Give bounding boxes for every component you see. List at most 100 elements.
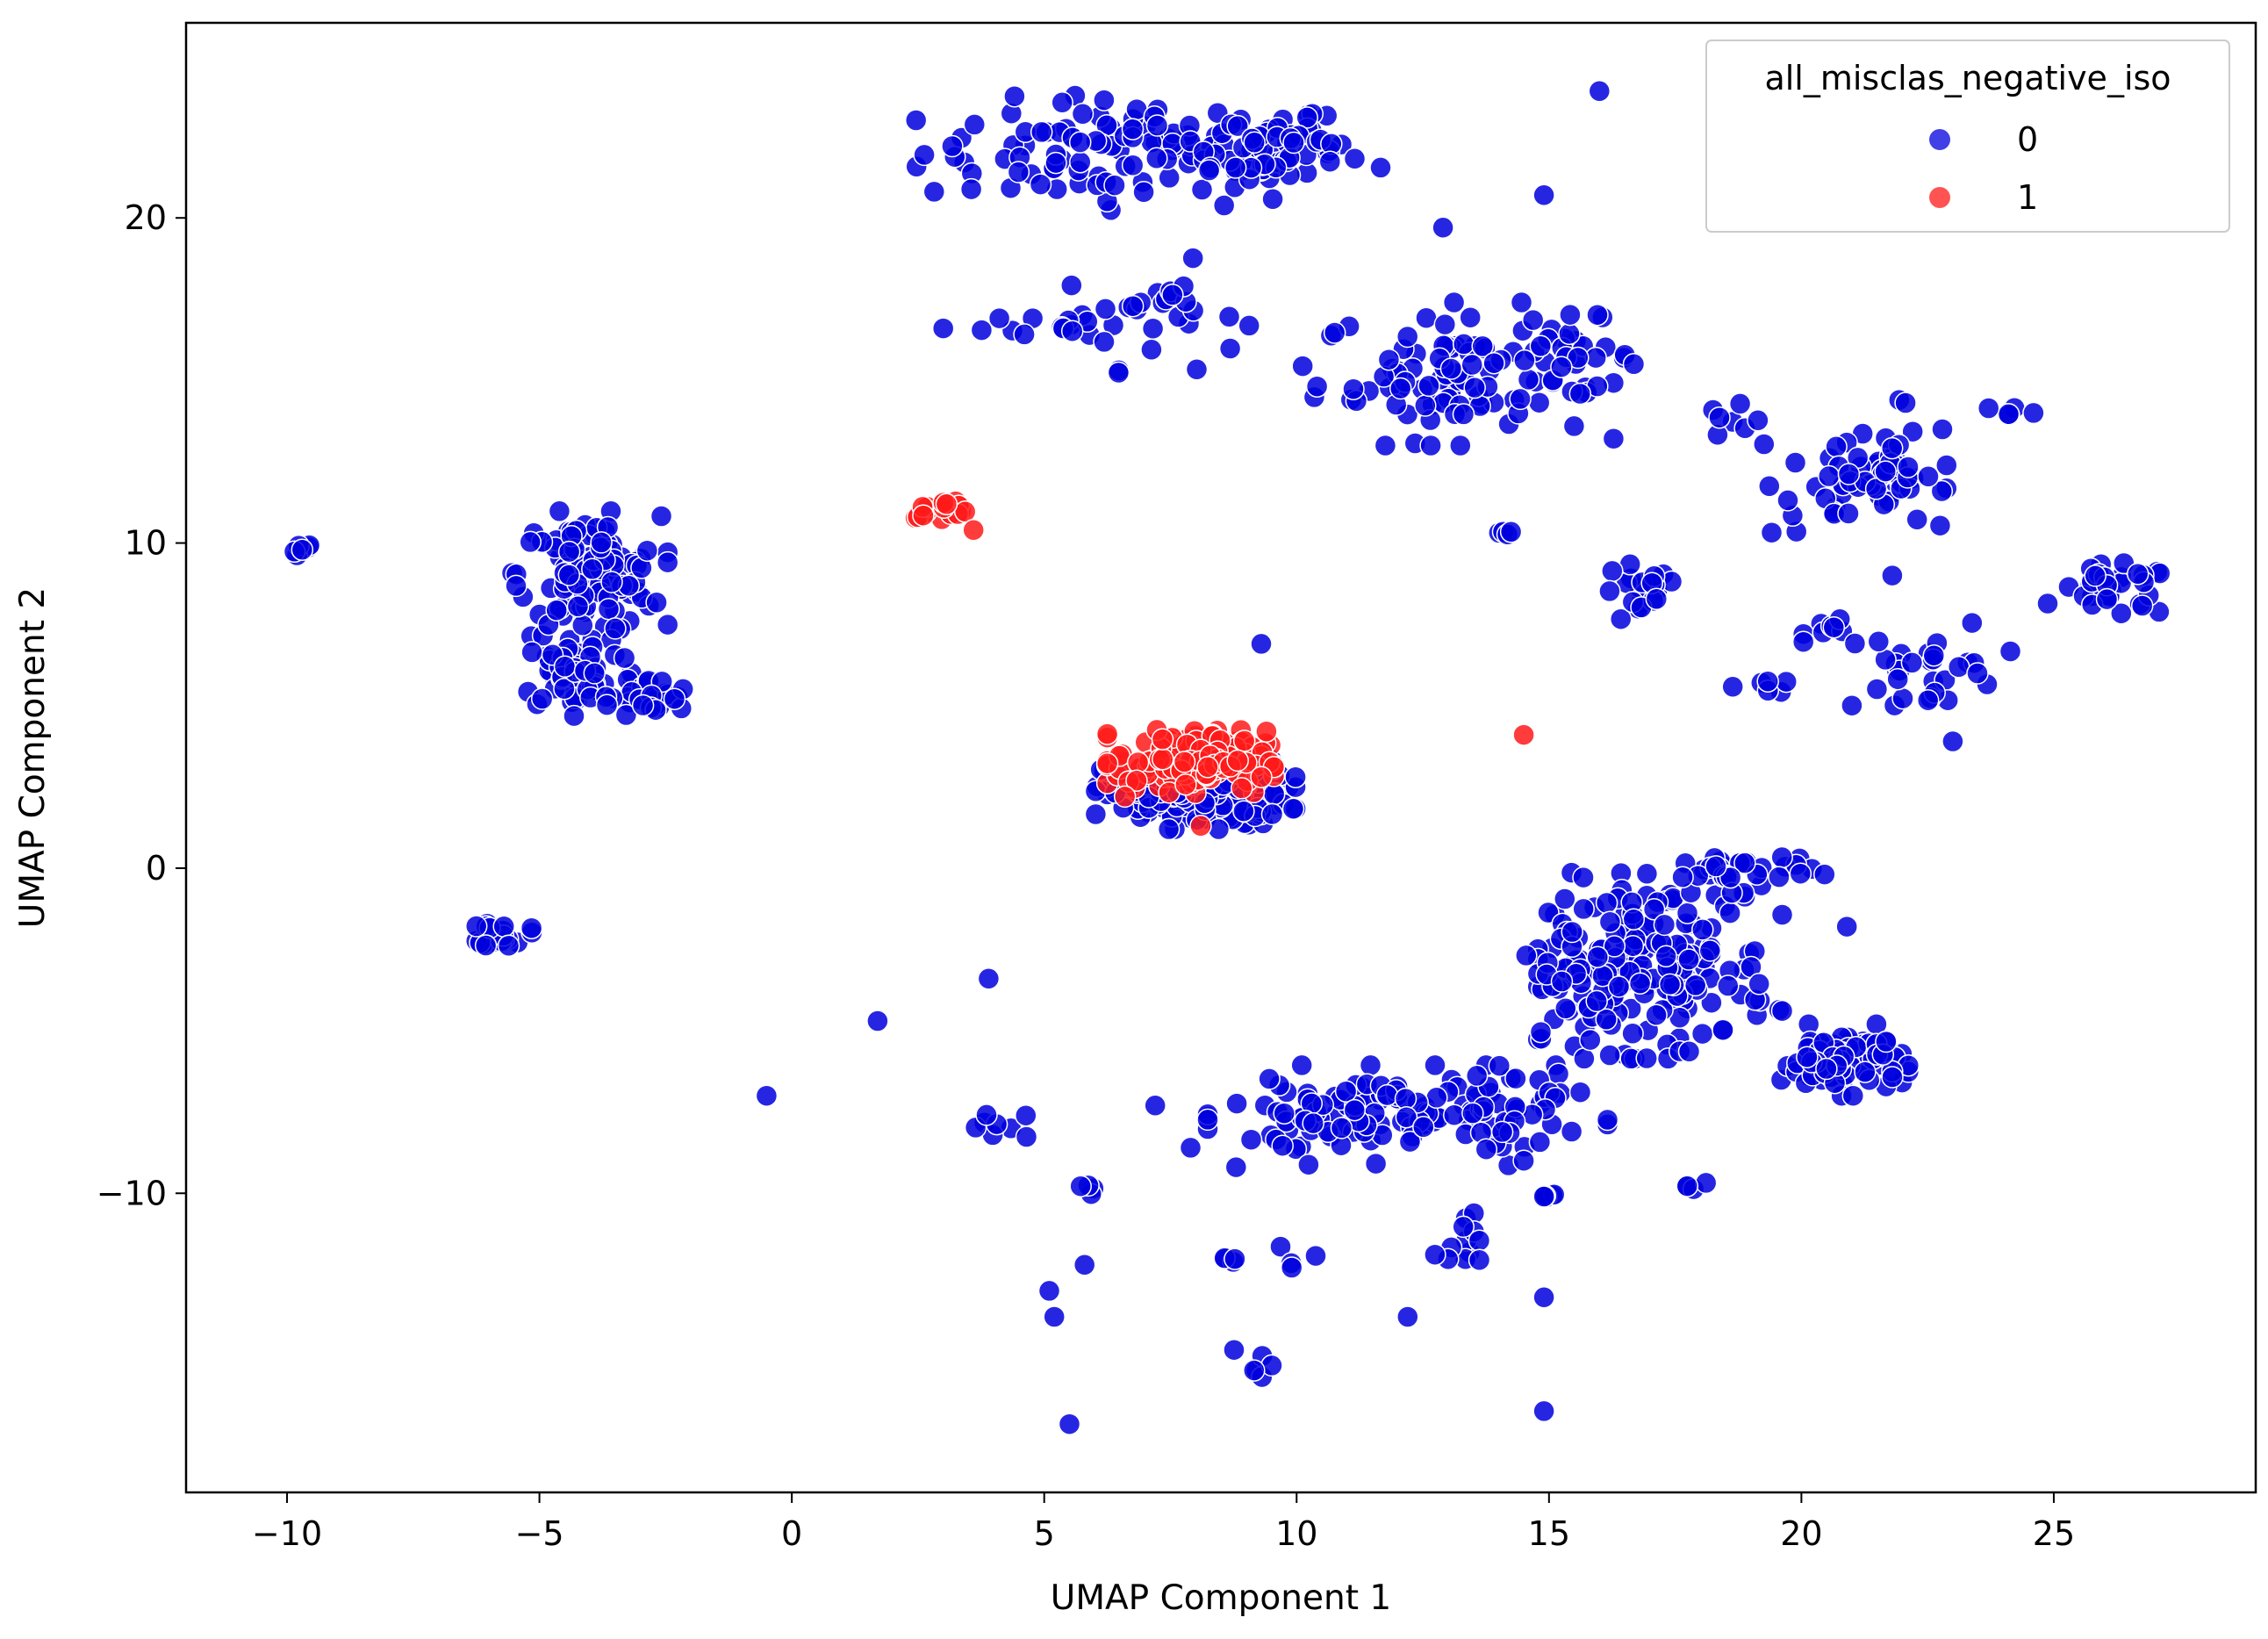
- scatter-point-class-0: [1596, 1108, 1619, 1132]
- scatter-point-class-0: [1224, 156, 1247, 179]
- y-tick-label: 0: [146, 849, 167, 888]
- scatter-point-class-0: [1558, 322, 1581, 346]
- scatter-point-class-0: [1482, 351, 1505, 375]
- scatter-point-class-0: [1598, 910, 1622, 933]
- scatter-point-class-0: [1073, 1254, 1096, 1276]
- scatter-point-class-0: [1768, 866, 1791, 888]
- scatter-point-class-1: [1095, 722, 1119, 745]
- scatter-point-class-0: [1418, 374, 1440, 398]
- scatter-point-class-0: [1121, 154, 1145, 177]
- scatter-point-class-0: [1728, 392, 1752, 415]
- scatter-point-class-0: [755, 1084, 779, 1107]
- scatter-point-class-0: [1282, 131, 1305, 155]
- scatter-point-class-0: [1875, 1030, 1898, 1053]
- scatter-point-class-0: [1369, 156, 1392, 179]
- scatter-point-class-0: [1654, 945, 1677, 968]
- x-tick-label: 20: [1780, 1514, 1822, 1553]
- scatter-point-class-0: [1103, 174, 1126, 197]
- scatter-point-class-0: [1747, 409, 1769, 432]
- scatter-point-class-0: [1900, 651, 1924, 674]
- scatter-point-class-0: [1197, 159, 1221, 182]
- scatter-point-class-0: [1521, 308, 1545, 332]
- scatter-point-class-0: [553, 677, 576, 701]
- scatter-point-class-0: [557, 540, 581, 564]
- scatter-point-class-0: [1068, 131, 1092, 154]
- scatter-point-class-0: [1269, 1235, 1292, 1258]
- scatter-point-class-0: [1815, 1057, 1838, 1081]
- scatter-point-class-0: [464, 915, 488, 938]
- scatter-point-class-0: [1770, 903, 1794, 926]
- scatter-point-class-0: [1917, 465, 1940, 488]
- scatter-point-class-1: [962, 519, 985, 542]
- scatter-point-class-0: [1449, 434, 1472, 457]
- scatter-point-class-0: [1504, 1067, 1527, 1090]
- scatter-point-class-1: [1125, 769, 1148, 792]
- scatter-point-class-0: [1223, 1338, 1245, 1362]
- scatter-point-class-0: [1030, 120, 1053, 144]
- scatter-point-class-0: [1635, 862, 1659, 886]
- scatter-point-class-0: [1622, 353, 1646, 376]
- scatter-point-class-0: [1044, 151, 1067, 175]
- scatter-point-class-0: [1015, 1125, 1038, 1148]
- scatter-point-class-0: [1532, 1185, 1555, 1208]
- scatter-point-class-0: [1297, 1153, 1320, 1176]
- scatter-point-class-0: [1561, 920, 1583, 944]
- scatter-point-class-0: [635, 539, 659, 562]
- scatter-point-class-0: [1854, 1060, 1877, 1083]
- scatter-point-class-0: [1015, 1103, 1037, 1127]
- scatter-point-class-0: [1069, 1175, 1092, 1197]
- scatter-point-class-0: [1395, 1105, 1418, 1129]
- scatter-point-class-0: [645, 591, 668, 615]
- scatter-point-class-0: [1586, 945, 1610, 968]
- scatter-point-class-0: [1532, 183, 1555, 207]
- scatter-point-class-0: [1770, 845, 1793, 869]
- scatter-point-class-0: [1425, 1086, 1448, 1110]
- scatter-point-class-0: [1343, 147, 1367, 170]
- scatter-point-class-0: [1512, 1149, 1535, 1172]
- scatter-point-class-0: [1645, 1003, 1668, 1026]
- scatter-point-class-0: [1677, 948, 1700, 971]
- scatter-point-class-0: [866, 1010, 889, 1032]
- scatter-point-class-0: [1753, 433, 1776, 456]
- scatter-point-class-0: [2084, 564, 2107, 587]
- scatter-point-class-0: [519, 530, 542, 554]
- scatter-point-class-0: [1559, 303, 1582, 327]
- scatter-point-class-0: [1717, 974, 1740, 997]
- scatter-point-class-0: [604, 617, 627, 640]
- scatter-point-class-0: [1865, 678, 1889, 701]
- x-tick-label: 15: [1528, 1514, 1570, 1553]
- scatter-point-class-1: [935, 492, 958, 516]
- scatter-point-class-0: [563, 704, 585, 728]
- legend-label-1: 1: [2017, 178, 2038, 217]
- scatter-point-class-0: [975, 1103, 998, 1126]
- scatter-point-class-0: [1529, 1020, 1553, 1044]
- scatter-point-class-1: [1173, 751, 1196, 773]
- scatter-point-class-0: [566, 595, 590, 618]
- scatter-point-class-0: [1601, 559, 1624, 583]
- scatter-point-class-0: [1093, 330, 1116, 354]
- scatter-point-class-0: [656, 550, 679, 574]
- scatter-point-class-0: [1157, 817, 1181, 841]
- scatter-point-class-0: [1891, 687, 1914, 710]
- scatter-point-class-0: [1490, 1120, 1514, 1144]
- scatter-point-class-0: [1305, 375, 1329, 398]
- scatter-point-class-0: [1302, 1111, 1324, 1135]
- scatter-point-class-0: [1185, 358, 1209, 381]
- scatter-point-class-0: [1318, 150, 1342, 173]
- scatter-point-class-0: [595, 694, 619, 716]
- scatter-point-class-0: [1817, 464, 1841, 488]
- scatter-point-class-0: [1585, 989, 1608, 1013]
- scatter-point-class-0: [1712, 1018, 1734, 1041]
- scatter-point-class-0: [1121, 294, 1145, 318]
- scatter-point-class-0: [1550, 970, 1574, 993]
- scatter-point-class-0: [1069, 150, 1092, 174]
- scatter-point-class-0: [1748, 973, 1770, 996]
- scatter-point-class-0: [583, 662, 606, 685]
- x-tick-label: 0: [781, 1514, 802, 1553]
- scatter-point-class-0: [1359, 1053, 1382, 1077]
- scatter-point-class-0: [1922, 643, 1946, 667]
- scatter-point-class-0: [1573, 1047, 1596, 1070]
- scatter-point-class-0: [1330, 1117, 1353, 1139]
- points-layer: [283, 80, 2171, 1435]
